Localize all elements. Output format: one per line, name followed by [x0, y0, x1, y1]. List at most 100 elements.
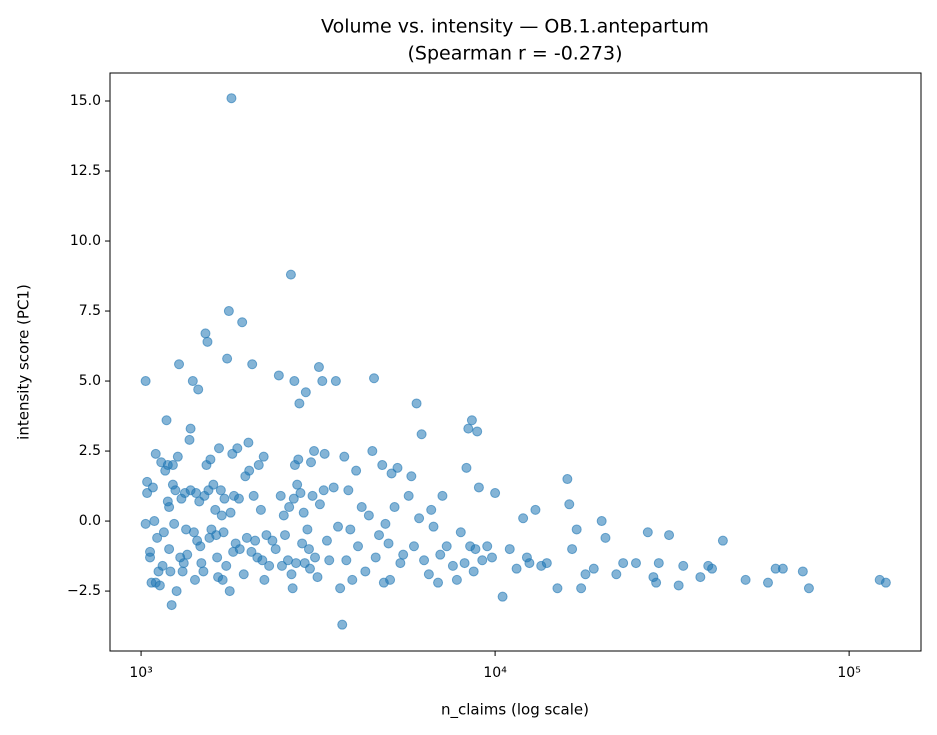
point — [423, 569, 434, 580]
point — [270, 544, 281, 555]
point — [541, 558, 552, 569]
point — [213, 443, 224, 454]
x-tick-label: 10⁵ — [837, 665, 860, 681]
point — [309, 446, 320, 457]
point — [294, 398, 305, 409]
point — [447, 560, 458, 571]
point — [353, 541, 364, 552]
point — [217, 574, 228, 585]
point — [416, 429, 427, 440]
point — [286, 569, 297, 580]
point — [451, 574, 462, 585]
point — [803, 583, 814, 594]
point — [154, 580, 165, 591]
point — [284, 502, 295, 513]
point — [380, 518, 391, 529]
point — [497, 591, 508, 602]
point — [264, 560, 275, 571]
point — [261, 530, 272, 541]
point — [328, 482, 339, 493]
point — [307, 490, 318, 501]
point — [611, 569, 622, 580]
plot-frame — [109, 72, 922, 652]
point — [149, 516, 160, 527]
point — [642, 527, 653, 538]
point — [195, 541, 206, 552]
point — [216, 510, 227, 521]
point — [243, 437, 254, 448]
y-axis-label: intensity score (PC1) — [15, 284, 33, 440]
point — [524, 558, 535, 569]
point — [383, 538, 394, 549]
point — [367, 446, 378, 457]
point — [433, 577, 444, 588]
point — [212, 552, 223, 563]
y-tick-label: 15.0 — [70, 93, 101, 109]
point — [385, 574, 396, 585]
point — [167, 460, 178, 471]
point — [398, 549, 409, 560]
point — [221, 560, 232, 571]
point — [253, 460, 264, 471]
point — [147, 482, 158, 493]
point — [461, 462, 472, 473]
point — [504, 544, 515, 555]
point — [318, 485, 329, 496]
point — [171, 586, 182, 597]
point — [292, 479, 303, 490]
point — [345, 524, 356, 535]
chart-subtitle: (Spearman r = -0.273) — [407, 43, 622, 65]
point — [166, 600, 177, 611]
point — [289, 376, 300, 387]
point — [303, 544, 314, 555]
point — [222, 353, 233, 364]
point — [880, 577, 891, 588]
point — [193, 384, 204, 395]
point — [486, 552, 497, 563]
point — [389, 502, 400, 513]
point — [150, 448, 161, 459]
point — [411, 398, 422, 409]
point — [174, 359, 185, 370]
point — [273, 370, 284, 381]
y-tick-label: 5.0 — [79, 373, 101, 389]
point — [248, 490, 259, 501]
point — [717, 535, 728, 546]
point — [293, 454, 304, 465]
point — [618, 558, 629, 569]
point — [140, 376, 151, 387]
point — [202, 336, 213, 347]
point — [337, 619, 348, 630]
point — [567, 544, 578, 555]
point — [403, 490, 414, 501]
point — [205, 454, 216, 465]
point — [455, 527, 466, 538]
point — [295, 488, 306, 499]
point — [298, 507, 309, 518]
point — [360, 566, 371, 577]
point — [576, 583, 587, 594]
point — [664, 530, 675, 541]
point — [596, 516, 607, 527]
point — [210, 504, 221, 515]
point — [285, 269, 296, 280]
point — [777, 563, 788, 574]
point — [330, 376, 341, 387]
point — [280, 530, 291, 541]
point — [678, 560, 689, 571]
point — [223, 306, 234, 317]
point — [302, 524, 313, 535]
point — [463, 423, 474, 434]
point — [310, 552, 321, 563]
y-tick-label: 2.5 — [79, 443, 101, 459]
point — [291, 558, 302, 569]
point — [392, 462, 403, 473]
point — [255, 504, 266, 515]
point — [314, 499, 325, 510]
point — [258, 451, 269, 462]
point — [188, 527, 199, 538]
point — [185, 423, 196, 434]
point — [651, 577, 662, 588]
point — [287, 583, 298, 594]
point — [395, 558, 406, 569]
